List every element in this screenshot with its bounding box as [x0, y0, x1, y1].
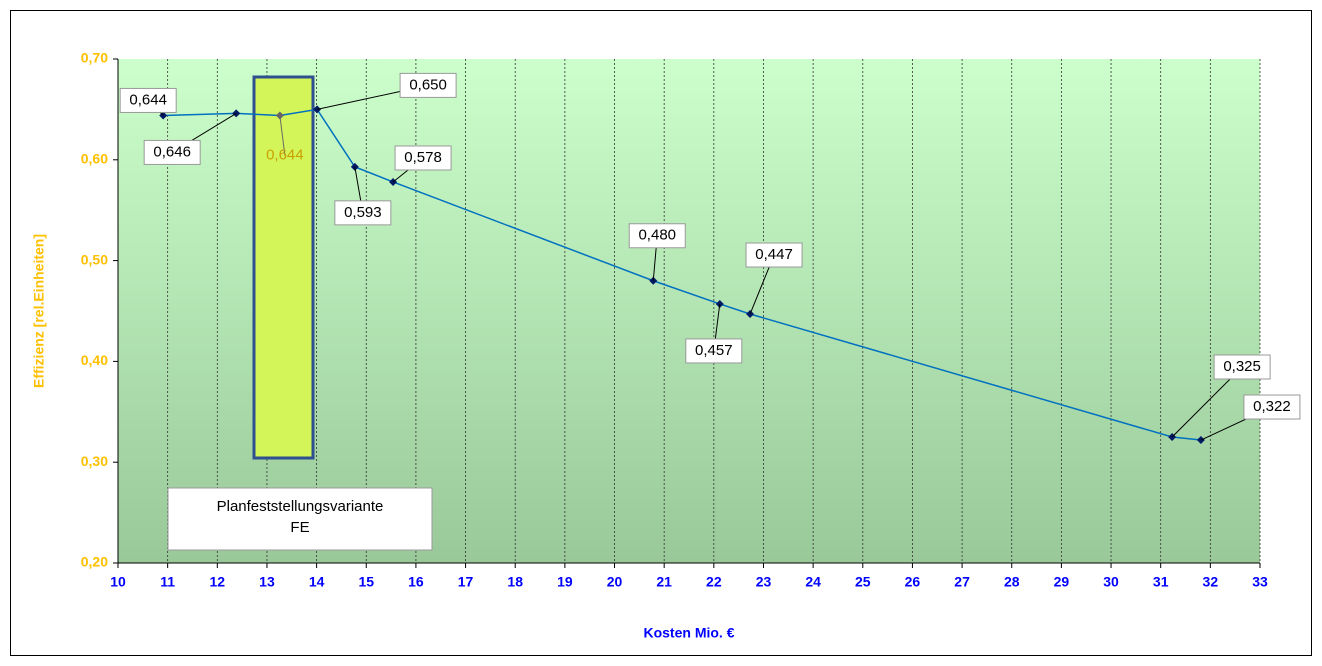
x-tick-label: 27	[954, 574, 970, 590]
x-tick-label: 33	[1252, 574, 1268, 590]
y-tick-label: 0,50	[81, 251, 108, 267]
annotation: Planfeststellungsvariante	[217, 498, 384, 515]
x-tick-label: 16	[408, 574, 424, 590]
data-label: 0,578	[404, 149, 442, 166]
x-tick-label: 32	[1203, 574, 1219, 590]
annotation-box	[167, 487, 433, 551]
x-tick-label: 21	[656, 574, 672, 590]
data-label-box	[1243, 394, 1301, 420]
x-tick-label: 28	[1004, 574, 1020, 590]
y-tick-label: 0,70	[81, 50, 108, 66]
data-label-box	[1213, 354, 1271, 380]
data-label: 0,646	[153, 143, 191, 160]
x-tick-label: 29	[1054, 574, 1070, 590]
x-tick-label: 25	[855, 574, 871, 590]
data-label-box	[143, 139, 201, 165]
leader-line	[279, 115, 286, 156]
data-label: 0,593	[344, 204, 382, 221]
x-tick-label: 31	[1153, 574, 1169, 590]
x-tick-label: 24	[805, 574, 821, 590]
x-tick-label: 17	[458, 574, 474, 590]
x-tick-label: 15	[358, 574, 374, 590]
data-label: 0,457	[695, 342, 733, 359]
y-tick-label: 0,40	[81, 352, 108, 368]
data-label: 0,325	[1223, 358, 1261, 375]
x-axis-title: Kosten Mio. €	[643, 625, 734, 641]
x-tick-label: 22	[706, 574, 722, 590]
y-axis-title: Effizienz [rel.Einheiten]	[31, 234, 47, 388]
data-label-box	[628, 223, 686, 249]
x-tick-label: 13	[259, 574, 275, 590]
data-label: 0,480	[638, 227, 676, 244]
highlight-box	[252, 75, 315, 460]
data-label: 0,644	[129, 91, 167, 108]
x-tick-label: 12	[210, 574, 226, 590]
data-label-box	[119, 87, 177, 113]
x-tick-label: 11	[160, 574, 175, 590]
x-tick-label: 18	[507, 574, 523, 590]
y-tick-label: 0,60	[81, 151, 108, 167]
data-label-box	[685, 338, 743, 364]
data-label-box	[399, 72, 457, 98]
data-label: 0,644	[266, 146, 304, 163]
data-label-box	[334, 200, 392, 226]
x-tick-label: 26	[905, 574, 921, 590]
x-tick-label: 20	[607, 574, 623, 590]
x-tick-label: 30	[1103, 574, 1119, 590]
x-tick-label: 23	[756, 574, 772, 590]
x-tick-label: 10	[110, 574, 126, 590]
x-tick-label: 19	[557, 574, 573, 590]
annotation: FE	[290, 519, 309, 536]
y-tick-label: 0,20	[81, 554, 108, 570]
data-label-box	[745, 242, 803, 268]
data-label: 0,322	[1253, 398, 1291, 415]
data-label: 0,650	[409, 76, 447, 93]
x-tick-label: 14	[309, 574, 325, 590]
y-tick-label: 0,30	[81, 453, 108, 469]
data-label: 0,447	[755, 246, 793, 263]
data-label-box	[394, 145, 452, 171]
